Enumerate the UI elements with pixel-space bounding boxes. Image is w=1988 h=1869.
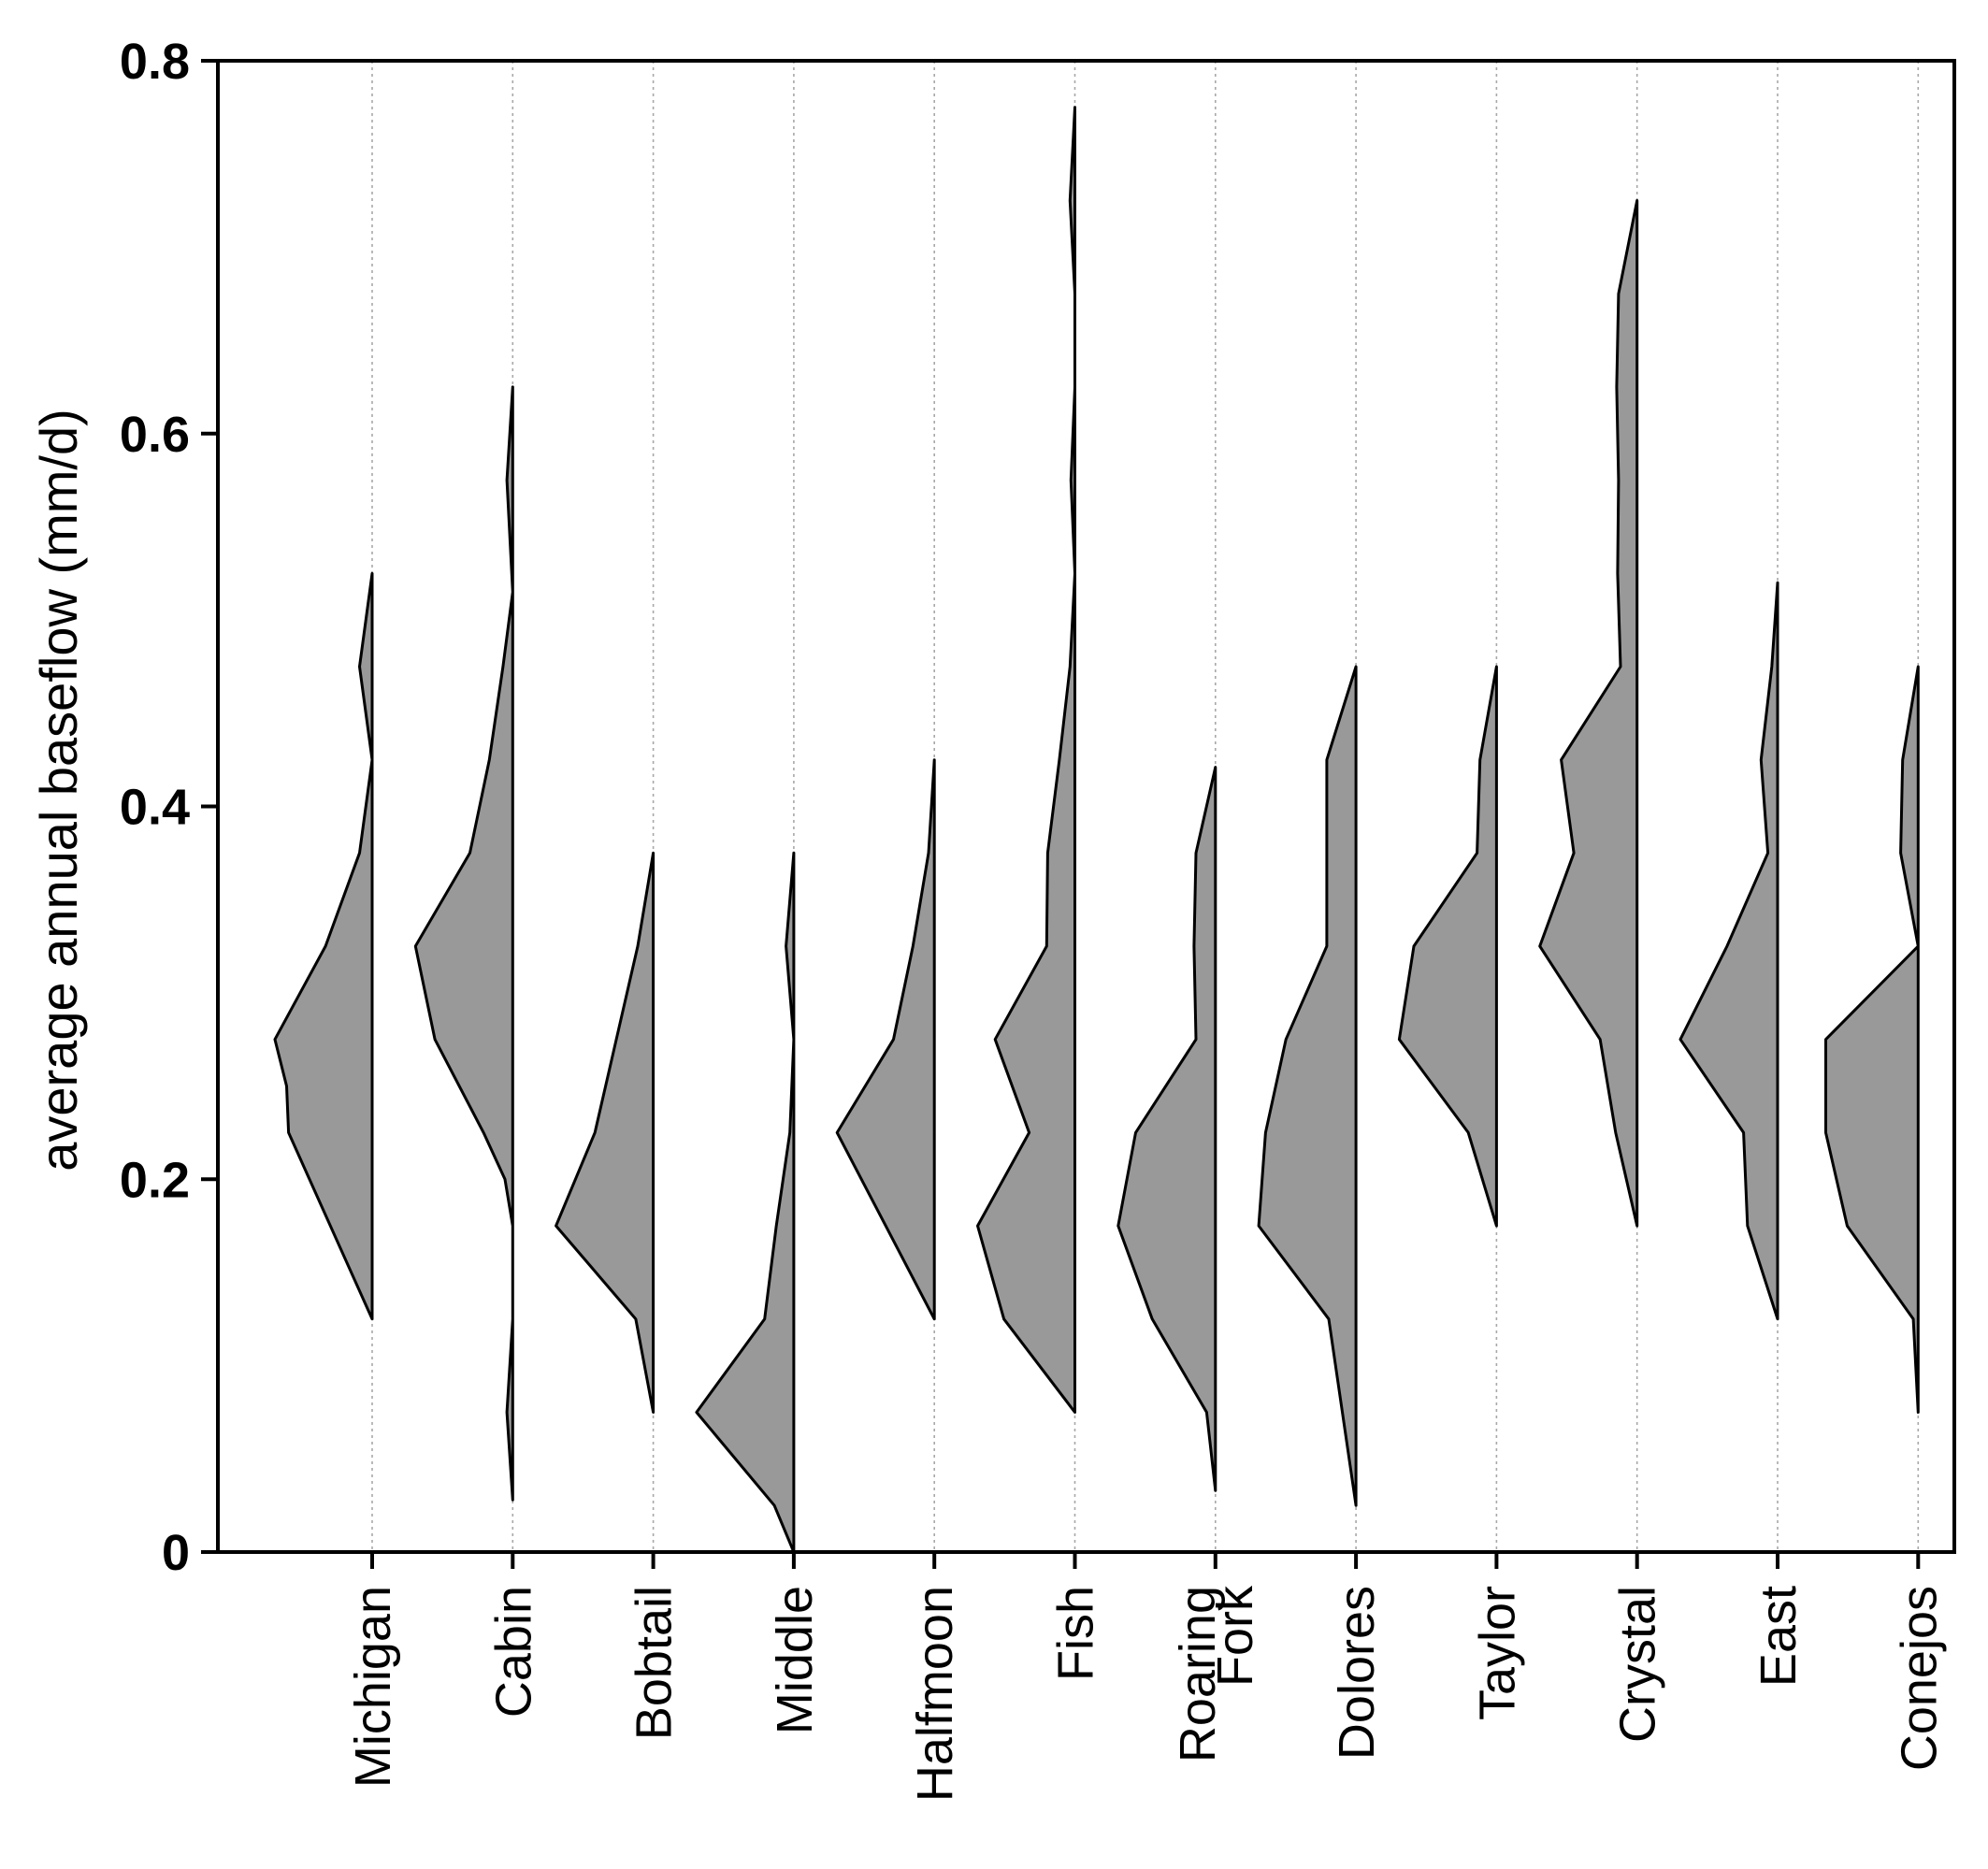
violin-crystal (1538, 199, 1639, 1228)
x-tick-label: Fish (1048, 1586, 1104, 1681)
y-axis-ticks: 0 0.2 0.4 0.6 0.8 (120, 34, 218, 1581)
violin-dolores (1257, 665, 1358, 1507)
x-tick-label: Halfmoon (907, 1586, 963, 1802)
x-tick-label: Middle (767, 1586, 823, 1734)
y-axis-title: average annual baseflow (mm/d) (29, 409, 88, 1172)
violin-conejos (1824, 665, 1920, 1414)
x-tick-label: Taylor (1469, 1586, 1525, 1720)
x-tick-label: Cabin (485, 1586, 541, 1718)
x-tick-label: Crystal (1610, 1586, 1666, 1743)
x-tick-label: Roaring (1170, 1586, 1226, 1762)
violin-east (1678, 581, 1779, 1321)
y-tick-label: 0.8 (120, 34, 190, 90)
x-tick-label: Conejos (1891, 1586, 1947, 1771)
y-tick-label: 0.4 (120, 780, 190, 836)
x-tick-label: Dolores (1329, 1586, 1385, 1760)
y-tick-label: 0 (162, 1525, 190, 1581)
y-tick-label: 0.2 (120, 1152, 190, 1208)
violin-taylor (1397, 665, 1498, 1228)
gridlines (371, 61, 1920, 1552)
violin-fish (976, 106, 1076, 1414)
x-axis-ticks: Michigan Cabin Bobtail Middle Halfmoon Fish Ro… (345, 1552, 1947, 1802)
x-tick-label: Fork (1207, 1585, 1263, 1687)
x-tick-label: East (1750, 1586, 1807, 1687)
x-tick-label: Michigan (345, 1586, 401, 1788)
violin-michigan (273, 571, 374, 1321)
violins (273, 106, 1920, 1554)
x-tick-label: Bobtail (627, 1586, 683, 1740)
violin-middle (695, 851, 796, 1554)
violin-halfmoon (835, 758, 936, 1321)
violin-bobtail (555, 851, 655, 1414)
y-tick-label: 0.6 (120, 407, 190, 463)
violin-roaring-fork (1116, 766, 1217, 1492)
violin-cabin (413, 385, 514, 1502)
